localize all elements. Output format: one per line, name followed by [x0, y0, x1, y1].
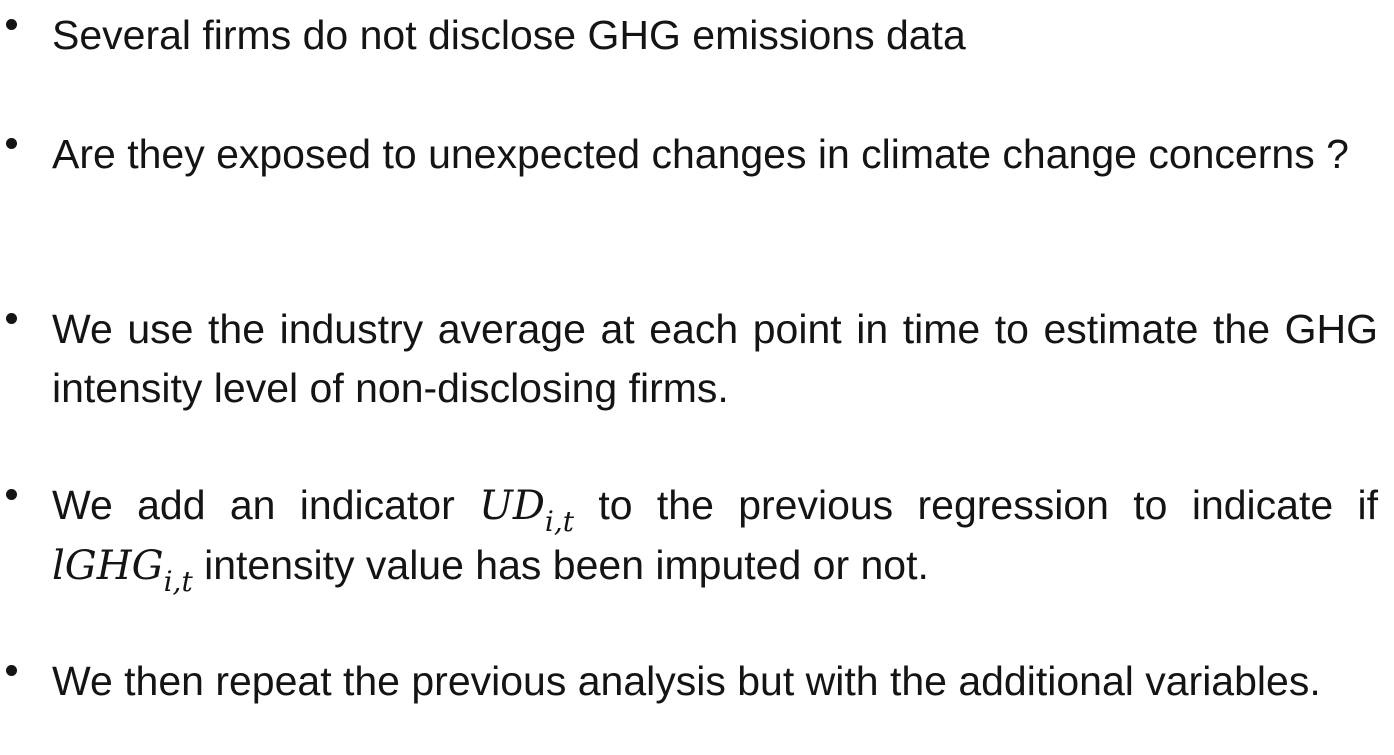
bullet-text: Are they exposed to unexpected changes i… — [52, 131, 1349, 177]
bullet-text: We use the industry average at each poin… — [52, 306, 1378, 411]
math-base: lGHG — [52, 543, 164, 589]
math-ud-indicator: UDi,t — [479, 483, 574, 536]
bullet-text-part: intensity value has been imputed or not. — [192, 542, 929, 588]
math-base: UD — [479, 483, 545, 529]
math-subscript: i,t — [544, 505, 574, 538]
bullet-text-part: We add an indicator — [52, 482, 480, 528]
bullet-dot-icon — [6, 665, 17, 676]
bullet-text-part: to the previous regression to indicate i… — [574, 482, 1378, 528]
bullet-text: We add an indicator UDi,t to the previou… — [52, 476, 1378, 596]
bullet-text: We then repeat the previous analysis but… — [52, 658, 1321, 704]
math-lghg-variable: lGHGi,t — [52, 543, 193, 596]
bullet-dot-icon — [6, 489, 17, 500]
bullet-dot-icon — [6, 138, 17, 149]
bullet-text: Several firms do not disclose GHG emissi… — [52, 12, 966, 58]
math-subscript: i,t — [163, 565, 193, 598]
bullet-dot-icon — [6, 313, 17, 324]
bullet-dot-icon — [6, 19, 17, 30]
